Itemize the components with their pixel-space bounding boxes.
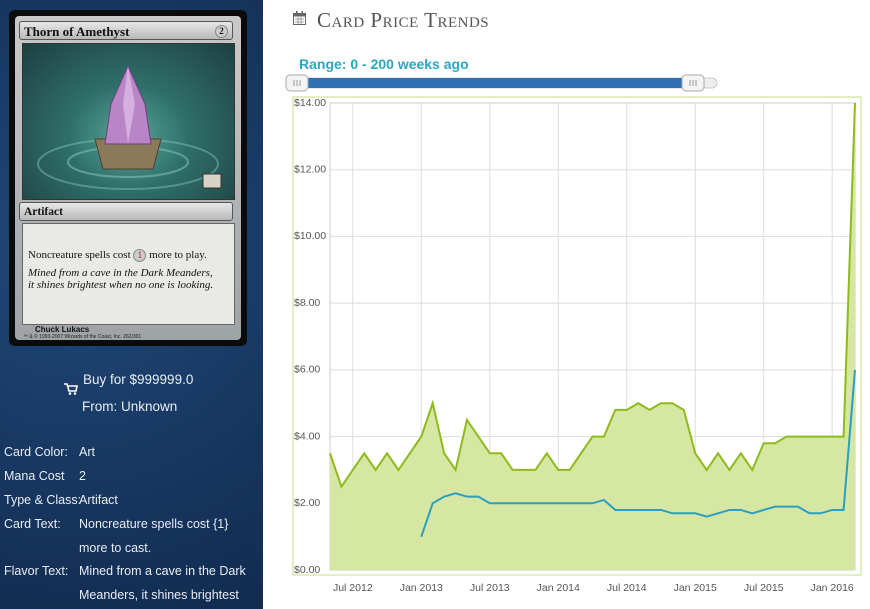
x-tick-label: Jan 2016 bbox=[811, 582, 854, 594]
y-tick-label: $8.00 bbox=[294, 297, 320, 309]
y-tick-label: $14.00 bbox=[294, 97, 326, 109]
info-label: Mana Cost bbox=[4, 469, 65, 483]
buy-link[interactable]: Buy for $999999.0 bbox=[83, 372, 194, 387]
art-drawing bbox=[37, 64, 222, 190]
card-rules: Noncreature spells cost bbox=[28, 249, 131, 261]
card-frame: Thorn of Amethyst 2 Artifact Noncreatur bbox=[15, 16, 241, 340]
slider-range bbox=[297, 78, 693, 88]
info-label: Flavor Text: bbox=[4, 564, 69, 578]
card-rules: more to play. bbox=[149, 249, 207, 261]
info-value: Noncreature spells cost {1} more to cast… bbox=[79, 517, 229, 555]
y-tick-label: $6.00 bbox=[294, 364, 320, 376]
y-tick-label: $2.00 bbox=[294, 497, 320, 509]
info-label: Card Color: bbox=[4, 445, 68, 459]
x-tick-label: Jul 2015 bbox=[744, 582, 784, 594]
y-tick-label: $12.00 bbox=[294, 163, 326, 175]
info-value: 2 bbox=[79, 469, 86, 483]
x-tick-label: Jul 2014 bbox=[607, 582, 647, 594]
info-label: Card Text: bbox=[4, 517, 61, 531]
y-tick-label: $4.00 bbox=[294, 430, 320, 442]
area-fill bbox=[330, 103, 855, 570]
calendar-icon bbox=[293, 11, 306, 25]
card-cost: 2 bbox=[215, 25, 228, 38]
card-name: Thorn of Amethyst bbox=[24, 24, 130, 39]
info-label: Type & Class: bbox=[4, 493, 82, 507]
chart: $0.00 $2.00 $4.00 $6.00 $8.00 $10.00 $12.00 $14… bbox=[285, 74, 862, 594]
x-tick-label: Jan 2014 bbox=[537, 582, 580, 594]
card-panel: Thorn of Amethyst 2 Artifact Noncreatur bbox=[0, 0, 263, 609]
card-type-bar: Artifact bbox=[19, 202, 233, 221]
card-image: Thorn of Amethyst 2 Artifact Noncreatur bbox=[9, 10, 247, 346]
price-line bbox=[420, 369, 856, 537]
cart-icon bbox=[64, 383, 78, 395]
info-value: Artifact bbox=[79, 493, 118, 507]
buy-source: From: Unknown bbox=[82, 399, 178, 414]
info-value: Art bbox=[79, 445, 95, 459]
x-tick-label: Jul 2013 bbox=[470, 582, 510, 594]
slider-grip bbox=[293, 80, 301, 86]
x-tick-label: Jan 2015 bbox=[674, 582, 717, 594]
slider-grip bbox=[689, 80, 697, 86]
card-flavor: Mined from a cave in the Dark Meanders, bbox=[28, 267, 213, 279]
x-tick-label: Jul 2012 bbox=[333, 582, 373, 594]
card-name-bar: Thorn of Amethyst 2 bbox=[19, 21, 233, 40]
y-tick-label: $10.00 bbox=[294, 230, 326, 242]
card-art bbox=[22, 43, 235, 200]
card-rules-symbol: 1 bbox=[133, 249, 147, 262]
info-value: Mined from a cave in the Dark Meanders, … bbox=[79, 564, 246, 602]
card-flavor: it shines brightest when no one is looki… bbox=[28, 279, 214, 291]
range-label: Range: 0 - 200 weeks ago bbox=[299, 56, 469, 72]
y-tick-label: $0.00 bbox=[294, 564, 320, 576]
price-line bbox=[329, 102, 856, 489]
card-type: Artifact bbox=[24, 206, 63, 218]
card-copyright: ™ & © 1993-2007 Wizards of the Coast, In… bbox=[23, 334, 142, 340]
section-title: Card Price Trends bbox=[317, 8, 490, 32]
card-artist: Chuck Lukacs bbox=[35, 325, 90, 334]
card-textbox: Noncreature spells cost 1 more to play. … bbox=[22, 223, 235, 325]
x-tick-label: Jan 2013 bbox=[400, 582, 443, 594]
